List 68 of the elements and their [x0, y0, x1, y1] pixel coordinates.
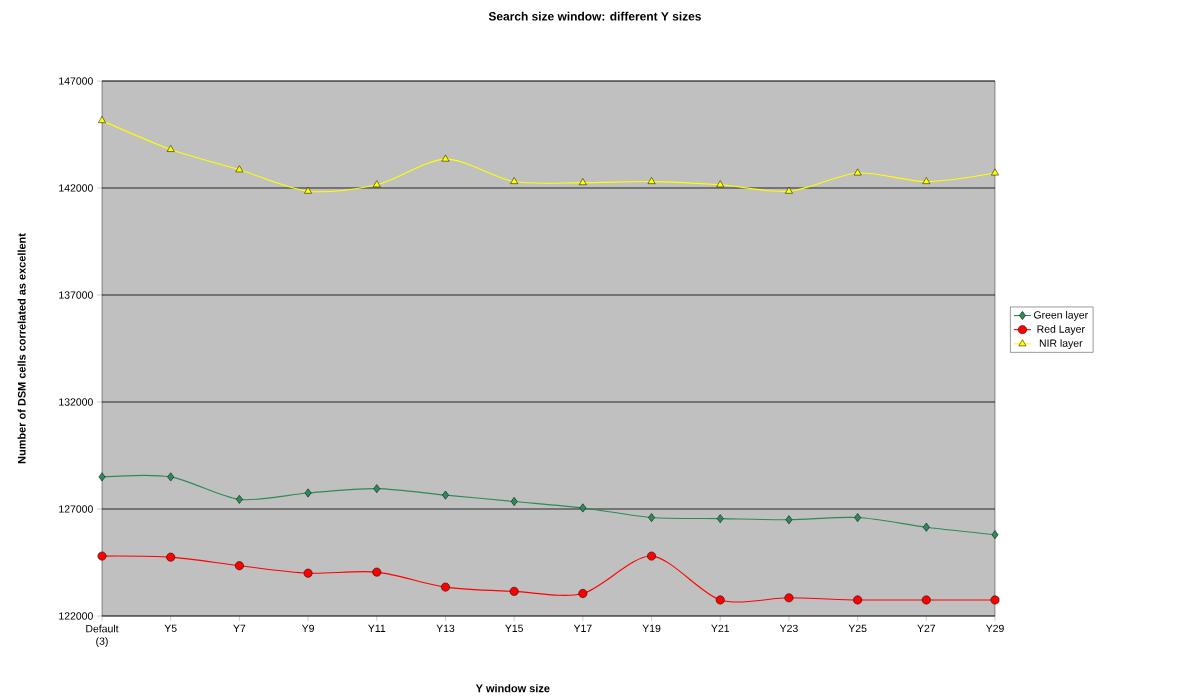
legend-label: Red Layer — [1037, 325, 1085, 335]
point — [715, 595, 725, 605]
y-tick-label: 132000 — [59, 398, 93, 406]
point — [991, 530, 999, 540]
point — [303, 568, 313, 578]
y-tick-label: 127000 — [59, 505, 93, 513]
x-tick-label: Y19 — [642, 624, 661, 633]
x-tick-label: Y17 — [573, 624, 592, 632]
point — [372, 180, 381, 188]
x-tick-label: Y15 — [505, 624, 524, 632]
point — [785, 515, 793, 525]
point — [98, 116, 106, 123]
x-tick-label: Default (3) — [86, 624, 119, 647]
point — [784, 593, 794, 603]
y-tick-label: 137000 — [59, 291, 93, 299]
point — [166, 145, 175, 152]
point — [441, 154, 450, 162]
x-tick-label: Y25 — [848, 624, 867, 633]
point — [578, 178, 587, 185]
x-tick-label: Y29 — [985, 624, 1004, 633]
point — [716, 514, 724, 524]
point — [372, 567, 382, 577]
point — [579, 503, 587, 513]
point — [236, 494, 243, 504]
point — [853, 595, 863, 605]
point — [785, 186, 793, 194]
chart-title: Search size window: different Y sizes — [488, 11, 701, 21]
x-tick-label: Y13 — [436, 624, 455, 633]
point — [166, 552, 176, 562]
y-axis-title: Number of DSM cells correlated as excellent — [17, 233, 26, 464]
point — [648, 513, 655, 522]
point — [235, 165, 244, 173]
point — [922, 522, 930, 532]
point — [441, 582, 450, 592]
x-tick-label: Y23 — [779, 624, 798, 633]
point — [990, 595, 1000, 605]
point — [97, 551, 107, 561]
x-tick-label: Y21 — [711, 624, 730, 632]
point — [647, 177, 656, 184]
point — [716, 180, 725, 188]
point — [647, 551, 656, 561]
point — [578, 589, 588, 598]
point — [442, 490, 449, 500]
point — [922, 177, 931, 184]
point — [98, 472, 106, 482]
x-tick-label: Y7 — [233, 624, 246, 632]
point — [304, 488, 312, 498]
x-tick-label: Y11 — [368, 624, 386, 632]
y-tick-label: 142000 — [59, 184, 93, 192]
point — [991, 168, 999, 176]
x-tick-label: Y27 — [917, 624, 936, 632]
point — [304, 186, 312, 194]
point — [373, 484, 381, 494]
legend-label: Green layer — [1034, 310, 1088, 321]
y-tick-label: 122000 — [59, 612, 93, 620]
point — [921, 595, 931, 605]
point — [510, 497, 518, 506]
x-axis-title: Y window size — [475, 684, 550, 693]
x-tick-label: Y9 — [301, 624, 314, 633]
legend-label: NIR layer — [1039, 339, 1083, 349]
x-tick-label: Y5 — [164, 624, 177, 632]
y-tick-label: 147000 — [59, 77, 93, 85]
point — [509, 586, 519, 596]
point — [854, 513, 862, 522]
point — [167, 472, 175, 482]
point — [853, 168, 862, 176]
point — [234, 561, 244, 571]
point — [510, 177, 519, 184]
